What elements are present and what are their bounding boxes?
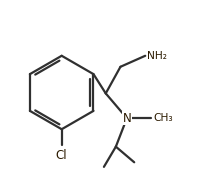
Text: CH₃: CH₃	[153, 113, 173, 123]
Text: Cl: Cl	[56, 149, 68, 162]
Text: NH₂: NH₂	[147, 51, 167, 61]
Text: N: N	[123, 112, 131, 125]
